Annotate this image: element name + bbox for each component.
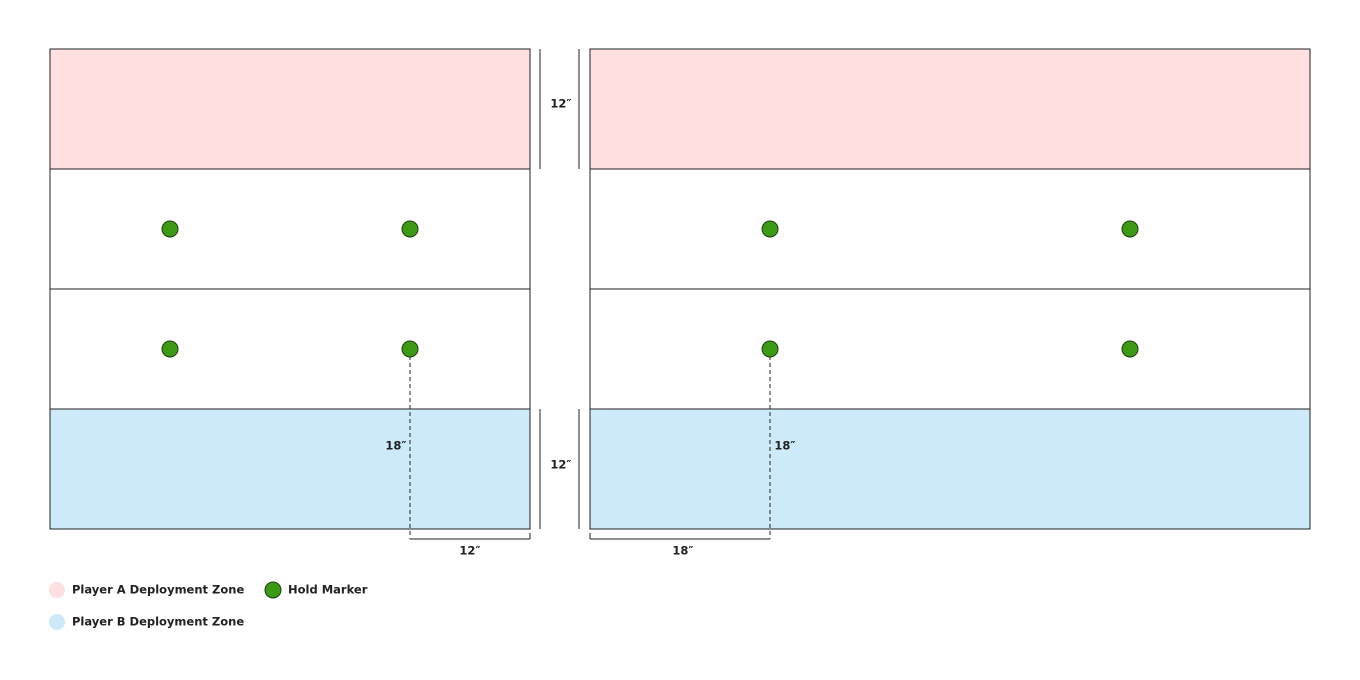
legend-swatch [49, 582, 65, 598]
legend-swatch [264, 581, 282, 599]
player-a-zone [590, 49, 1310, 169]
legend-label: Player B Deployment Zone [72, 615, 244, 629]
hold-marker [401, 340, 419, 358]
dimension-label: 12″ [550, 458, 571, 472]
hold-marker [761, 220, 779, 238]
legend-swatch [49, 614, 65, 630]
dimension-label: 12″ [459, 544, 480, 558]
hold-marker [1121, 340, 1139, 358]
hold-marker [401, 220, 419, 238]
player-b-zone [50, 409, 530, 529]
legend-label: Hold Marker [288, 583, 368, 597]
hold-marker [1121, 220, 1139, 238]
hold-marker [161, 220, 179, 238]
player-a-zone [50, 49, 530, 169]
dimension-label: 18″ [672, 544, 693, 558]
player-b-zone [590, 409, 1310, 529]
hold-marker [761, 340, 779, 358]
hold-marker [161, 340, 179, 358]
legend-label: Player A Deployment Zone [72, 583, 244, 597]
dimension-label: 18″ [385, 439, 406, 453]
dimension-label: 12″ [550, 97, 571, 111]
dimension-label: 18″ [774, 439, 795, 453]
